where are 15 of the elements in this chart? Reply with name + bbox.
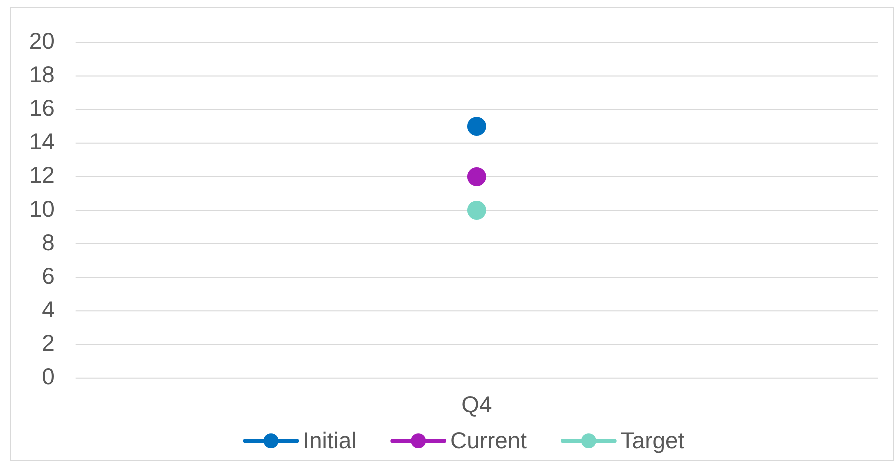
y-tick-label: 14	[29, 128, 56, 155]
legend-label: Target	[620, 427, 686, 454]
y-tick-label: 10	[29, 196, 55, 222]
y-tick-label: 20	[29, 28, 55, 54]
legend-label: Current	[450, 427, 528, 454]
y-tick-label: 0	[42, 364, 55, 390]
y-tick-label: 18	[29, 62, 55, 88]
y-tick-label: 6	[42, 262, 55, 289]
x-tick-label: Q4	[462, 391, 492, 418]
y-tick-label: 2	[42, 330, 55, 356]
y-tick-label: 8	[42, 229, 55, 256]
legend-label: Initial	[303, 427, 357, 454]
y-tick-label: 4	[42, 296, 56, 323]
y-tick-label: 12	[29, 162, 55, 188]
y-tick-label: 16	[29, 95, 55, 122]
